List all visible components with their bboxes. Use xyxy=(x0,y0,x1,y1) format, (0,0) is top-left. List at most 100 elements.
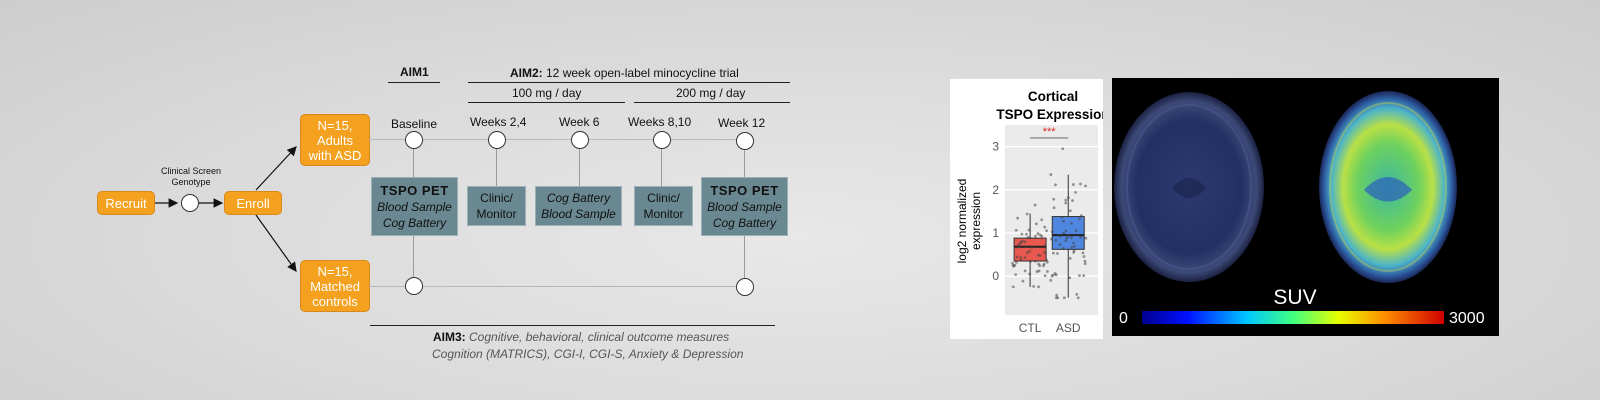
jitter-point xyxy=(1068,256,1072,260)
asd-line3: with ASD xyxy=(308,147,362,163)
w12-box-line1: Blood Sample xyxy=(707,199,782,214)
asd-group-box: N=15, Adults with ASD xyxy=(300,114,370,166)
pet-brain-image: SUV 0 3000 xyxy=(1112,78,1499,336)
w810-clinic-box: Clinic/ Monitor xyxy=(634,186,693,226)
jitter-point xyxy=(1079,182,1082,186)
jitter-point xyxy=(1054,296,1058,300)
w810-box-line1: Clinic/ xyxy=(647,191,680,205)
jitter-point xyxy=(1037,262,1040,266)
jitter-point xyxy=(1019,256,1023,259)
weeks-8-10-node xyxy=(653,131,671,149)
baseline-box-line1: Blood Sample xyxy=(377,199,452,214)
scale-max-label: 3000 xyxy=(1449,310,1485,327)
control-week-12-node xyxy=(736,278,754,296)
tspo-boxplot-panel: Cortical TSPO Expression 0 1 2 3 CTL ASD *** l… xyxy=(950,79,1110,339)
jitter-point xyxy=(1034,222,1038,226)
jitter-point xyxy=(1033,259,1037,263)
control-baseline-node xyxy=(405,277,423,295)
w6-box-line1: Cog Battery xyxy=(546,191,611,205)
screen-label-line2: Genotype xyxy=(171,177,211,187)
suv-label: SUV xyxy=(1273,286,1316,309)
jitter-point xyxy=(1050,230,1054,234)
jitter-point xyxy=(1027,228,1031,232)
timepoint-weeks-2-4: Weeks 2,4 xyxy=(470,115,527,129)
timepoint-week-12: Week 12 xyxy=(718,116,766,130)
jitter-point xyxy=(1068,276,1072,280)
jitter-point xyxy=(1058,235,1062,238)
jitter-point xyxy=(1076,296,1080,300)
timepoint-weeks-8-10: Weeks 8,10 xyxy=(628,115,692,129)
aim3-label: AIM3: Cognitive, behavioral, clinical ou… xyxy=(433,330,729,344)
jitter-point xyxy=(1062,296,1066,300)
w24-connector xyxy=(496,148,497,186)
aim3-bold: AIM3: xyxy=(433,330,466,344)
aim3-overline xyxy=(370,325,775,326)
jitter-point xyxy=(1011,285,1015,289)
jitter-point xyxy=(1030,245,1034,249)
jitter-point xyxy=(1078,274,1081,277)
jitter-point xyxy=(1025,212,1029,216)
jitter-point xyxy=(1033,203,1037,207)
jitter-point xyxy=(1034,234,1037,238)
jitter-point xyxy=(1051,273,1055,277)
jitter-point xyxy=(1016,216,1020,220)
jitter-point xyxy=(1065,236,1069,240)
jitter-point xyxy=(1081,251,1085,255)
jitter-point xyxy=(1019,241,1023,245)
jitter-point xyxy=(1014,273,1018,277)
x-tick-asd: ASD xyxy=(1056,321,1081,335)
jitter-point xyxy=(1079,235,1083,239)
jitter-point xyxy=(1024,245,1028,248)
control-group-box: N=15, Matched controls xyxy=(300,260,370,312)
jitter-point xyxy=(1014,228,1018,232)
jitter-point xyxy=(1019,258,1023,262)
jitter-point xyxy=(1054,238,1058,242)
jitter-point xyxy=(1058,243,1062,247)
jitter-point xyxy=(1070,221,1073,225)
y-tick-3: 3 xyxy=(992,140,999,154)
jitter-point xyxy=(1071,199,1074,202)
jitter-point xyxy=(1049,278,1053,282)
jitter-point xyxy=(1061,247,1065,250)
jitter-point xyxy=(1023,269,1027,273)
aim3-measures: Cognition (MATRICS), CGI-I, CGI-S, Anxie… xyxy=(432,347,744,361)
jitter-point xyxy=(1074,191,1077,194)
jitter-point xyxy=(1075,292,1079,296)
jitter-point xyxy=(1050,237,1053,241)
jitter-point xyxy=(1071,183,1075,186)
jitter-point xyxy=(1038,233,1042,237)
timepoint-week-6: Week 6 xyxy=(559,115,600,129)
jitter-point xyxy=(1082,255,1086,258)
jitter-point xyxy=(1023,240,1027,244)
jitter-point xyxy=(1073,244,1076,248)
jitter-point xyxy=(1017,245,1020,249)
jitter-point xyxy=(1079,214,1083,218)
baseline-node xyxy=(405,131,423,149)
jitter-point xyxy=(1043,274,1047,278)
jitter-point xyxy=(1036,232,1040,235)
jitter-point xyxy=(1066,234,1070,238)
enroll-label: Enroll xyxy=(236,195,270,211)
box-asd xyxy=(1051,216,1085,250)
control-timeline xyxy=(369,286,745,287)
w6-assessment-box: Cog Battery Blood Sample xyxy=(535,186,622,226)
w6-box-line2: Blood Sample xyxy=(541,207,616,221)
control-line2: Matched xyxy=(310,278,360,294)
aim1-label: AIM1 xyxy=(400,65,429,79)
jitter-point xyxy=(1016,243,1020,247)
jitter-point xyxy=(1056,252,1059,255)
w12-box-title: TSPO PET xyxy=(710,182,779,198)
jitter-point xyxy=(1037,269,1041,273)
jitter-point xyxy=(1052,206,1056,210)
jitter-point xyxy=(1052,197,1056,201)
tspo-boxplot: Cortical TSPO Expression 0 1 2 3 CTL ASD *** l… xyxy=(955,89,1110,335)
week-12-node xyxy=(736,132,754,150)
baseline-assessment-box: TSPO PET Blood Sample Cog Battery xyxy=(371,177,458,236)
aim1-underline xyxy=(388,82,440,83)
jitter-point xyxy=(1014,260,1018,264)
dose-high-underline xyxy=(634,102,790,103)
w6-connector xyxy=(579,148,580,186)
jitter-point xyxy=(1045,260,1049,264)
w810-connector xyxy=(661,148,662,186)
y-tick-0: 0 xyxy=(992,269,999,283)
